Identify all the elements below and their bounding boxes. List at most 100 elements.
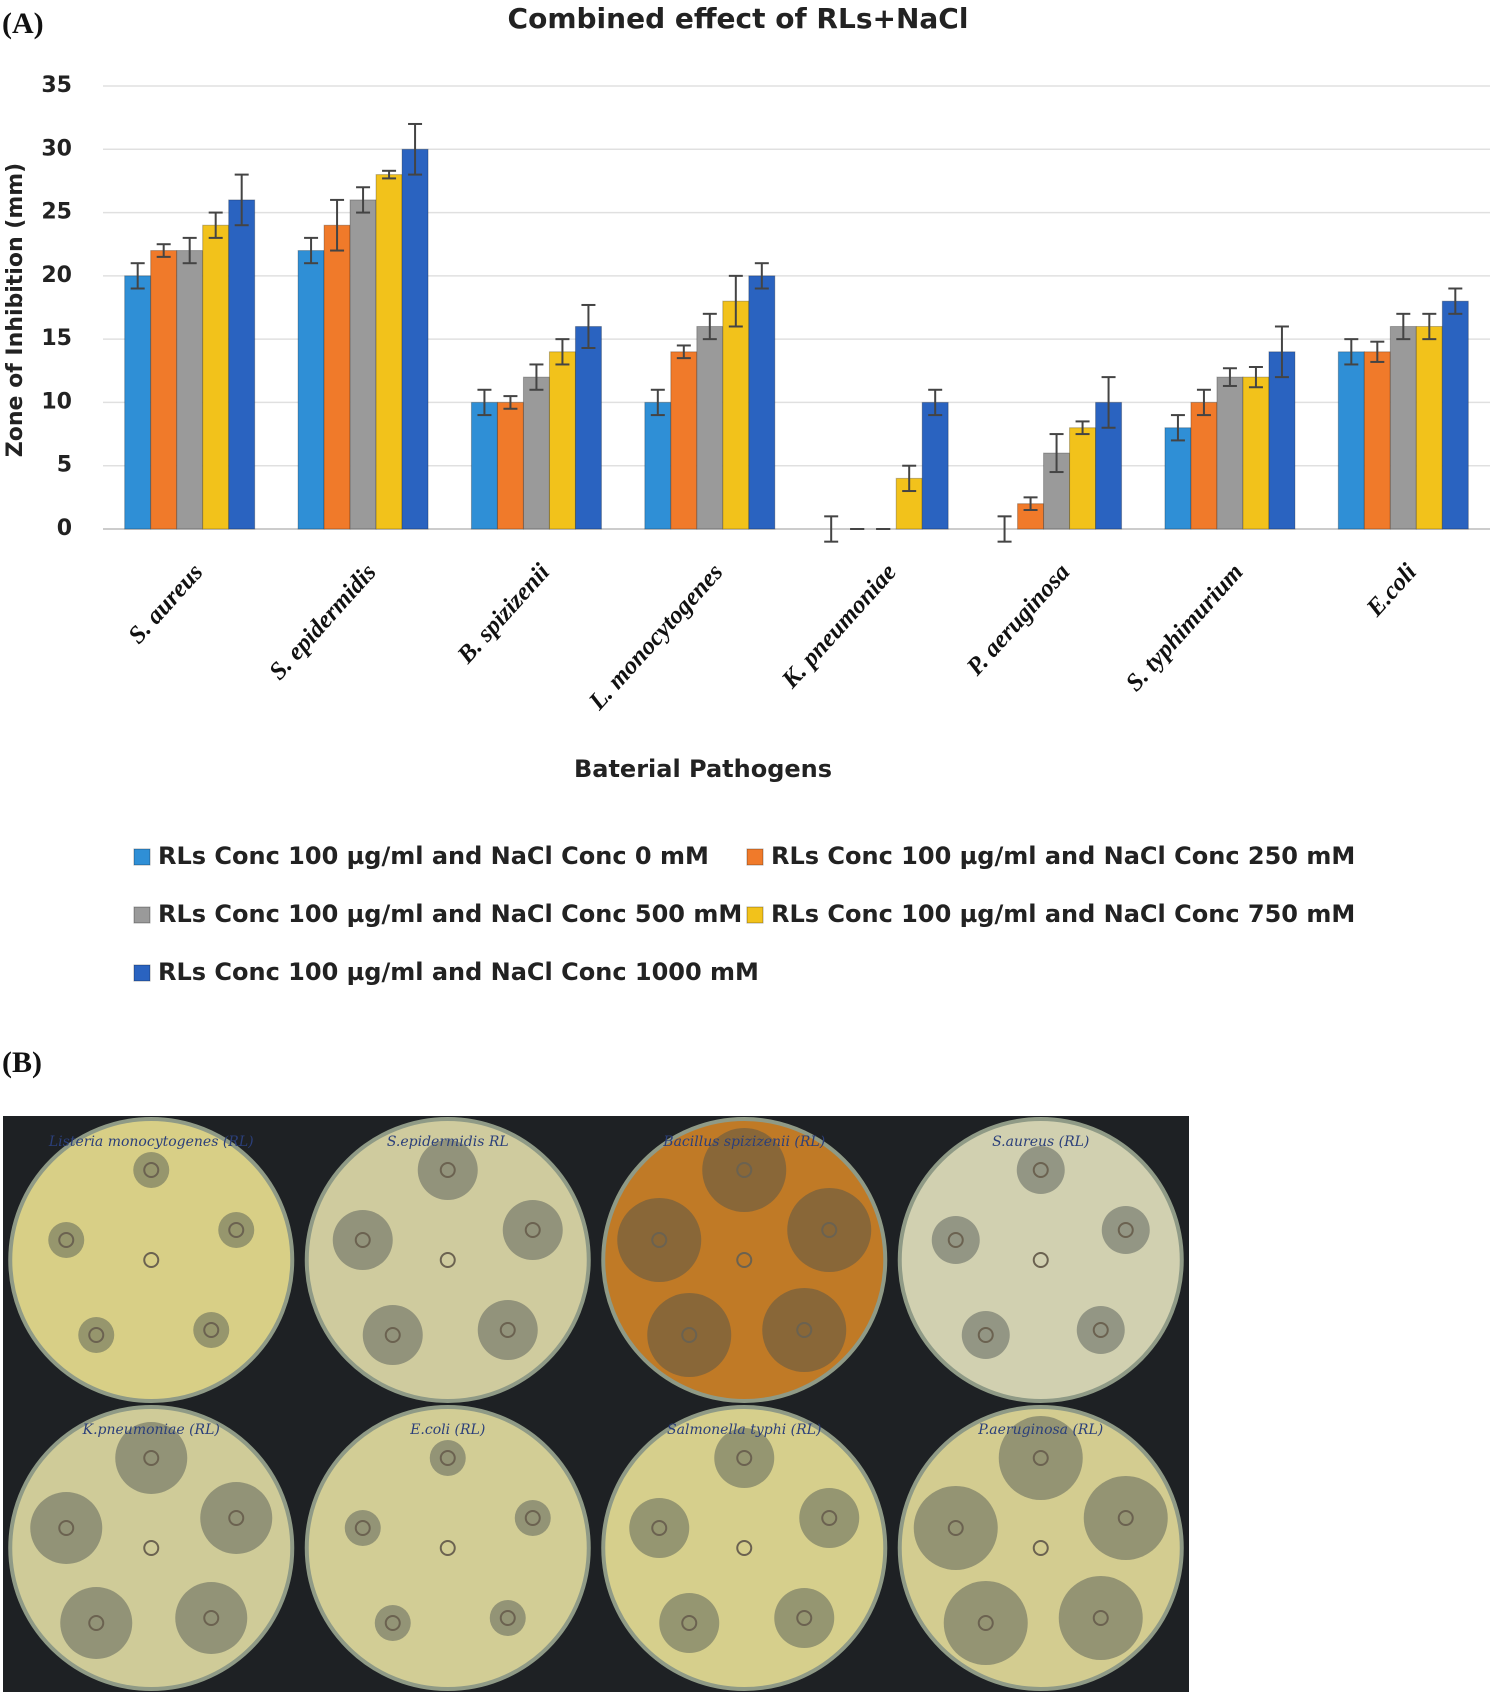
legend-swatch bbox=[746, 848, 764, 866]
error-bar bbox=[1101, 376, 1116, 429]
bar bbox=[1441, 300, 1469, 530]
error-bar bbox=[477, 388, 492, 417]
well bbox=[821, 1222, 838, 1238]
error-bar bbox=[356, 186, 371, 214]
well bbox=[736, 1162, 753, 1178]
bar bbox=[1389, 325, 1417, 530]
y-tick-label: 25 bbox=[41, 200, 72, 225]
bar bbox=[748, 275, 776, 530]
error-bar bbox=[182, 236, 197, 265]
y-axis-title: Zone of Inhibition (mm) bbox=[3, 163, 28, 457]
well bbox=[58, 1232, 75, 1248]
inhibition-zone bbox=[774, 1588, 835, 1648]
bar bbox=[921, 401, 949, 530]
bar bbox=[1415, 325, 1443, 530]
inhibition-zone bbox=[647, 1293, 732, 1377]
bar bbox=[124, 275, 152, 530]
inhibition-zone bbox=[943, 1581, 1028, 1665]
error-bar bbox=[728, 274, 743, 328]
inhibition-zone bbox=[787, 1188, 872, 1272]
inhibition-zone bbox=[514, 1500, 551, 1536]
well bbox=[499, 1610, 516, 1626]
bar bbox=[1190, 401, 1218, 530]
well bbox=[499, 1322, 516, 1338]
y-tick-label: 30 bbox=[41, 136, 72, 161]
plate-label: Salmonella typhi (RL) bbox=[667, 1422, 821, 1438]
inhibition-zone bbox=[799, 1488, 860, 1548]
error-bar bbox=[1023, 496, 1038, 512]
x-tick-label: E.coli bbox=[1361, 559, 1422, 623]
error-bar bbox=[382, 169, 397, 180]
panel-label: (A) bbox=[2, 7, 44, 40]
bar bbox=[496, 401, 524, 530]
inhibition-zone bbox=[1016, 1146, 1065, 1194]
petri-dish bbox=[601, 1117, 888, 1403]
error-bar bbox=[1370, 340, 1385, 363]
inhibition-zone bbox=[714, 1428, 775, 1488]
inhibition-zone bbox=[489, 1600, 526, 1636]
error-bar bbox=[997, 515, 1012, 543]
bar bbox=[150, 250, 178, 530]
well bbox=[384, 1327, 401, 1343]
well bbox=[1117, 1222, 1134, 1238]
inhibition-zone bbox=[931, 1216, 980, 1264]
bar bbox=[696, 325, 724, 530]
error-bar bbox=[824, 515, 839, 543]
inhibition-zone bbox=[60, 1587, 133, 1659]
inhibition-zone bbox=[133, 1152, 170, 1188]
panel-label: (B) bbox=[2, 1046, 42, 1079]
error-bar bbox=[304, 236, 319, 265]
legend-swatch bbox=[133, 848, 151, 866]
inhibition-zone bbox=[417, 1140, 478, 1200]
bar bbox=[522, 376, 550, 530]
error-bar bbox=[702, 312, 717, 341]
inhibition-zone bbox=[175, 1582, 248, 1654]
inhibition-zone bbox=[629, 1498, 690, 1558]
error-bar bbox=[1248, 365, 1263, 389]
well bbox=[354, 1232, 371, 1248]
legend-label: RLs Conc 100 µg/ml and NaCl Conc 250 mM bbox=[771, 842, 1355, 870]
error-bar bbox=[1422, 312, 1437, 341]
inhibition-zone bbox=[762, 1288, 847, 1372]
x-tick-label: K. pneumoniae bbox=[776, 559, 902, 694]
well bbox=[58, 1520, 75, 1536]
well bbox=[143, 1450, 160, 1466]
y-tick-label: 5 bbox=[57, 453, 72, 478]
well bbox=[88, 1615, 105, 1631]
inhibition-zone bbox=[617, 1198, 702, 1282]
plate-label: Bacillus spizizenii (RL) bbox=[662, 1134, 825, 1150]
well bbox=[203, 1322, 220, 1338]
x-axis-title: Baterial Pathogens bbox=[574, 755, 832, 783]
inhibition-zone bbox=[1083, 1476, 1168, 1560]
inhibition-zone bbox=[344, 1510, 381, 1546]
well bbox=[796, 1610, 813, 1626]
plate-label: K.pneumoniae (RL) bbox=[82, 1422, 220, 1438]
legend-swatch bbox=[746, 906, 764, 924]
inhibition-zone bbox=[1076, 1306, 1125, 1354]
bar bbox=[401, 148, 429, 530]
bar bbox=[1164, 427, 1192, 530]
bar bbox=[176, 250, 204, 530]
well bbox=[439, 1450, 456, 1466]
well bbox=[736, 1252, 753, 1268]
well bbox=[228, 1222, 245, 1238]
error-bar bbox=[676, 344, 691, 360]
well bbox=[439, 1252, 456, 1268]
error-bar bbox=[1448, 287, 1463, 315]
well bbox=[524, 1222, 541, 1238]
inhibition-zone bbox=[1101, 1206, 1150, 1254]
well bbox=[143, 1540, 160, 1556]
error-bar bbox=[1049, 433, 1064, 474]
petri-dish bbox=[8, 1405, 295, 1691]
well bbox=[736, 1450, 753, 1466]
petri-dish bbox=[8, 1117, 295, 1403]
bar bbox=[644, 401, 672, 530]
error-bar bbox=[902, 464, 917, 493]
chart-title: Combined effect of RLs+NaCl bbox=[508, 2, 969, 35]
well bbox=[736, 1540, 753, 1556]
inhibition-zone bbox=[200, 1482, 273, 1554]
error-bar bbox=[581, 303, 596, 350]
legend-label: RLs Conc 100 µg/ml and NaCl Conc 750 mM bbox=[771, 900, 1355, 928]
inhibition-zone bbox=[374, 1605, 411, 1641]
error-bar bbox=[156, 243, 171, 258]
